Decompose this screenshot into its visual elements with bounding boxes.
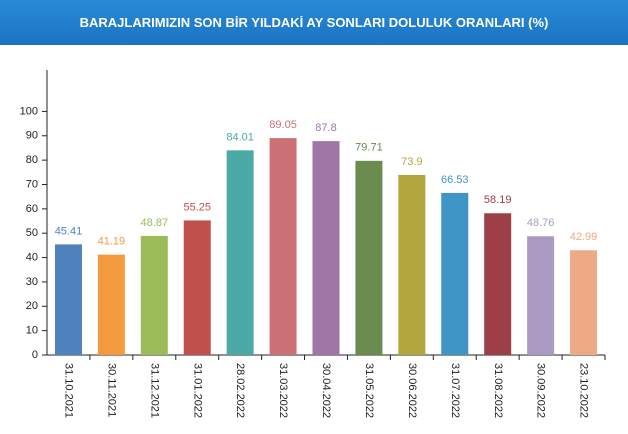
x-tick-label: 30.11.2021 [105,363,117,417]
y-tick-label: 0 [32,349,38,361]
data-label: 42.99 [570,231,598,243]
data-label: 45.41 [55,225,83,237]
y-tick-label: 50 [26,227,38,239]
data-label: 73.9 [401,156,422,168]
x-tick-label: 30.06.2022 [406,363,418,418]
data-label: 48.87 [141,217,169,229]
bar [226,150,254,355]
y-tick-label: 60 [26,203,38,215]
y-tick-label: 100 [20,105,38,117]
bar [312,141,340,355]
x-tick-label: 31.01.2022 [191,363,203,418]
x-tick-label: 28.02.2022 [234,363,246,418]
bar [140,235,168,355]
x-tick-label: 30.09.2022 [535,363,547,418]
x-tick-label: 31.07.2022 [449,363,461,418]
y-tick-label: 40 [26,251,38,263]
x-tick-label: 31.10.2021 [63,363,75,418]
data-label: 58.19 [484,194,512,206]
data-label: 48.76 [527,217,555,229]
x-tick-label: 31.08.2022 [492,363,504,418]
x-tick-label: 30.04.2022 [320,363,332,418]
x-tick-label: 31.12.2021 [148,363,160,418]
bar [269,138,297,355]
data-label: 84.01 [226,131,254,143]
data-label: 66.53 [441,174,469,186]
y-tick-label: 10 [26,325,38,337]
bar [183,220,211,355]
y-tick-label: 80 [26,154,38,166]
bar [527,236,555,355]
bar [398,174,426,355]
x-tick-label: 23.10.2022 [578,363,590,418]
data-label: 79.71 [355,142,383,154]
data-label: 87.8 [315,122,336,134]
y-tick-label: 70 [26,178,38,190]
bar [570,250,598,355]
x-tick-label: 31.05.2022 [363,363,375,418]
data-label: 89.05 [269,119,297,131]
y-tick-label: 20 [26,300,38,312]
y-tick-label: 30 [26,276,38,288]
y-tick-label: 90 [26,130,38,142]
bar [355,160,383,355]
data-label: 55.25 [183,201,211,213]
bar [97,254,125,355]
bar [54,244,82,355]
chart-title: BARAJLARIMIZIN SON BİR YILDAKİ AY SONLAR… [0,0,628,45]
x-tick-label: 31.03.2022 [277,363,289,418]
bar [441,192,469,355]
bar [484,213,512,355]
data-label: 41.19 [98,236,126,248]
